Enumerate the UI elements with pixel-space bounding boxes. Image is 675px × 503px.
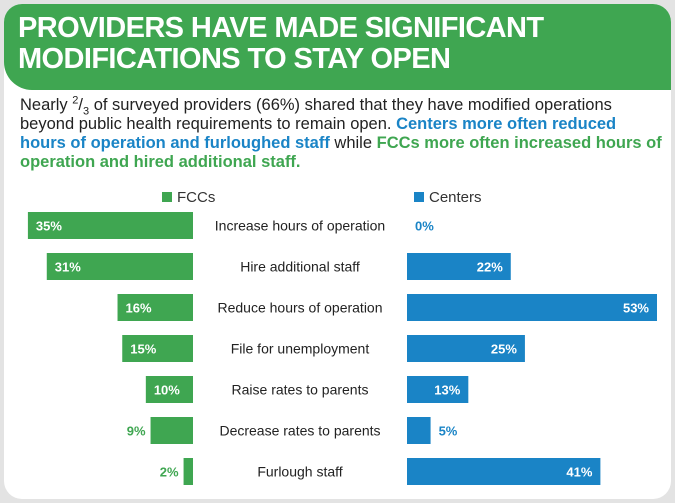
data-label-fccs-0: 35% [36,219,62,234]
bar-centers-1 [407,253,511,280]
bar-fccs-4 [145,376,193,403]
centers-highlight: Centers more often reduced hours of oper… [20,115,617,152]
infographic-card: PROVIDERS HAVE MADE SIGNIFICANT MODIFICA… [4,4,671,499]
legend-label-centers: Centers [429,189,482,206]
data-label-centers-4: 13% [434,383,460,398]
data-label-fccs-6: 2% [160,465,179,480]
category-label-3: File for unemployment [231,341,370,357]
data-label-fccs-4: 10% [154,383,180,398]
intro-paragraph: Nearly 2/3 of surveyed providers (66%) s… [20,94,665,172]
legend-swatch-fccs [162,192,172,202]
data-label-centers-6: 41% [566,465,592,480]
legend-label-fccs: FCCs [177,189,215,206]
data-label-fccs-1: 31% [55,260,81,275]
title-line-2: MODIFICATIONS TO STAY OPEN [18,43,451,75]
data-label-fccs-3: 15% [130,342,156,357]
category-label-1: Hire additional staff [240,259,360,275]
bar-fccs-2 [117,294,193,321]
fraction-slash: / [78,96,83,114]
intro-while: while [329,134,377,152]
bar-centers-5 [407,417,431,444]
bar-centers-6 [407,458,601,485]
title-line-1: PROVIDERS HAVE MADE SIGNIFICANT [18,12,544,44]
butterfly-bar-chart: FCCs Centers 35% Increase hours of operatio… [27,189,657,485]
bar-centers-4 [407,376,469,403]
category-label-4: Raise rates to parents [232,382,369,398]
intro-text: of surveyed providers (66%) shared that … [20,96,612,133]
bar-fccs-1 [46,253,193,280]
fccs-highlight: FCCs more often increased hours of opera… [20,134,662,171]
data-label-centers-5: 5% [439,424,458,439]
legend-swatch-centers [414,192,424,202]
bar-fccs-5 [150,417,193,444]
category-label-5: Decrease rates to parents [219,423,380,439]
category-label-2: Reduce hours of operation [218,300,383,316]
page-title: PROVIDERS HAVE MADE SIGNIFICANT MODIFICA… [18,13,658,75]
bar-centers-3 [407,335,525,362]
fraction-numerator: 2 [72,94,79,107]
bar-fccs-0 [27,212,194,239]
bar-centers-2 [407,294,657,321]
data-label-fccs-5: 9% [127,424,146,439]
category-label-0: Increase hours of operation [215,218,385,234]
intro-lead: Nearly [20,96,73,114]
bar-fccs-6 [183,458,193,485]
bar-fccs-3 [122,335,193,362]
data-label-centers-1: 22% [477,260,503,275]
header-banner: PROVIDERS HAVE MADE SIGNIFICANT MODIFICA… [4,4,671,90]
data-label-centers-2: 53% [623,301,649,316]
fraction-denominator: 3 [82,105,90,118]
data-label-fccs-2: 16% [126,301,152,316]
data-label-centers-0: 0% [415,219,434,234]
category-label-6: Furlough staff [257,464,342,480]
data-label-centers-3: 25% [491,342,517,357]
